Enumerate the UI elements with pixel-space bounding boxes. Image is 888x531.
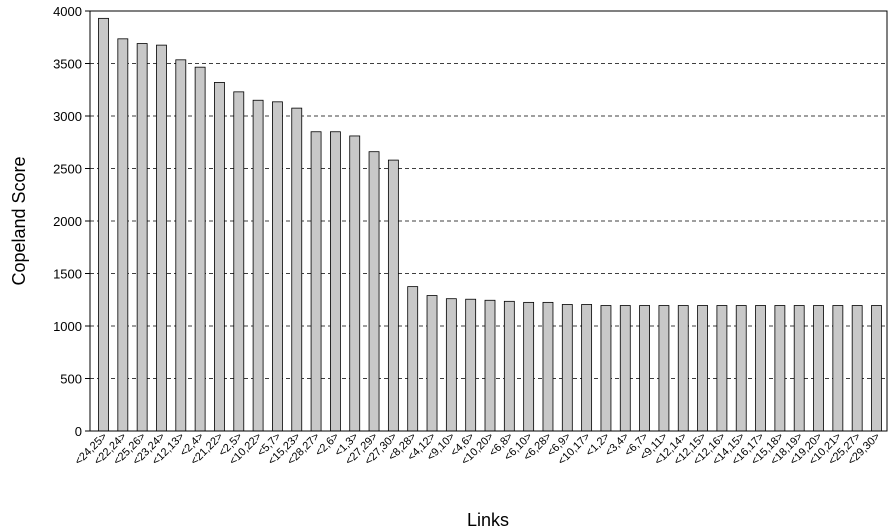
bar [136,43,148,432]
bar [98,17,109,432]
bar [813,305,824,432]
bar [426,295,438,432]
bar [117,38,129,432]
y-tick-label: 2500 [53,162,82,177]
y-tick-label: 500 [60,372,82,387]
bar [639,305,650,432]
bar [735,305,747,432]
y-tick-label: 4000 [53,4,82,19]
bar [407,286,419,432]
x-axis-label: Links [467,510,509,530]
bar [600,305,612,432]
bar [658,305,670,432]
bar [716,305,728,432]
bar [291,107,303,432]
y-axis-label: Copeland Score [9,156,29,285]
bar [677,305,689,432]
bar [349,135,361,432]
bar [561,304,573,432]
bar [272,101,283,432]
bar [542,301,554,432]
bar [851,305,863,432]
bar [214,82,225,432]
y-tick-label: 3500 [53,57,82,72]
y-tick-label: 1500 [53,267,82,282]
y-axis-ticks: 0 500 1000 1500 2000 2500 3000 3500 4000 [53,4,90,439]
bar [368,151,380,432]
bars [98,17,882,432]
bar [523,301,535,432]
y-tick-label: 0 [75,424,82,439]
x-axis-tick-labels: <24,25><22,24><25,26><23,24><12,13><2,4>… [73,431,883,468]
bar [329,131,341,432]
bar [156,44,167,432]
bar [194,66,206,432]
bar [581,304,593,432]
plot-frame [89,10,888,432]
bar [252,99,264,432]
y-tick-label: 2000 [53,214,82,229]
bar [445,298,457,432]
bar [233,91,245,432]
bar [755,305,766,432]
y-tick-label: 3000 [53,109,82,124]
bar [503,300,515,432]
bar [871,305,882,432]
bar [387,159,399,432]
bar [793,305,805,432]
y-tick-label: 1000 [53,319,82,334]
bar [484,299,496,432]
bar [175,59,187,432]
bar [310,131,322,432]
bar [619,305,631,432]
bar [697,305,708,432]
bar [774,305,786,432]
bar [465,298,477,432]
bar [832,305,844,432]
